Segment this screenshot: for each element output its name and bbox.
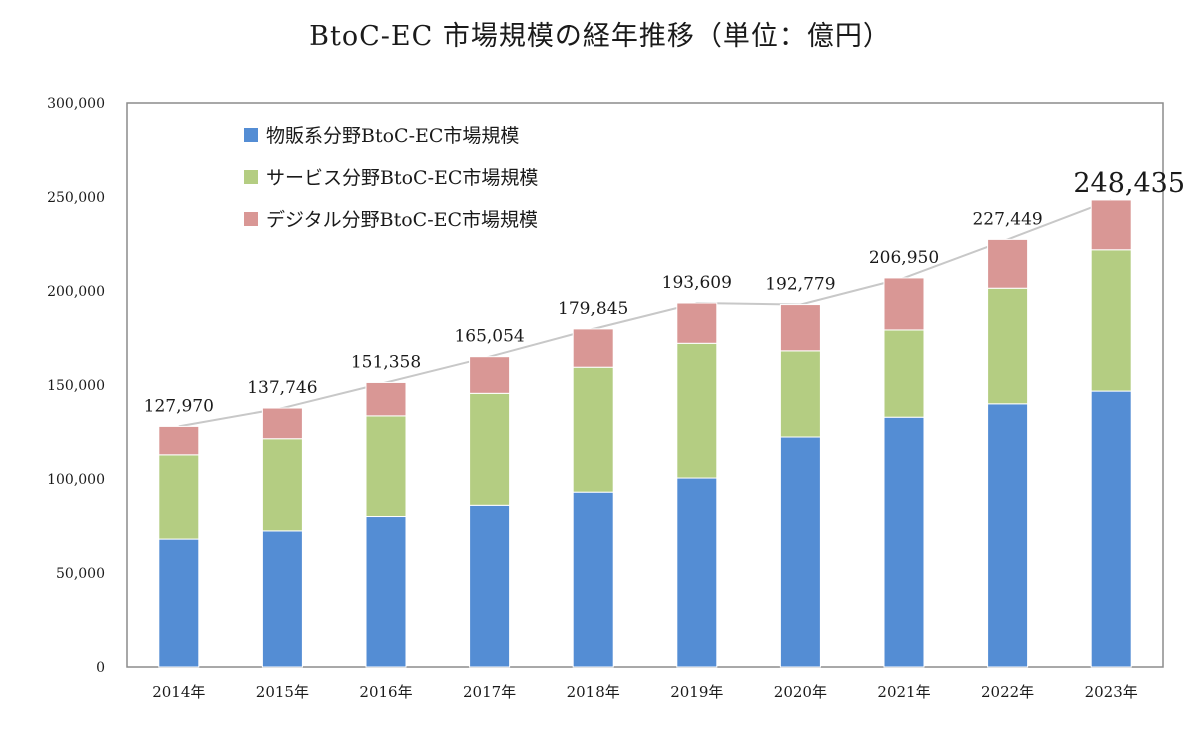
- x-category-label: 2016年: [359, 683, 412, 701]
- bar-segment: [365, 415, 407, 518]
- bar-segment: [469, 392, 511, 506]
- bar-segment: [261, 407, 303, 440]
- bar-segment: [572, 491, 614, 668]
- bar-segment: [676, 477, 718, 668]
- x-category-label: 2015年: [256, 683, 309, 701]
- bar-segment: [572, 328, 614, 368]
- y-tick-label: 200,000: [47, 284, 105, 300]
- bar-segment: [261, 530, 303, 668]
- bar-segment: [987, 287, 1029, 405]
- x-category-label: 2021年: [877, 683, 930, 701]
- bar-segment: [883, 416, 925, 668]
- y-tick-label: 100,000: [47, 472, 105, 488]
- x-category-label: 2019年: [670, 683, 723, 701]
- x-category-label: 2022年: [981, 683, 1034, 701]
- labels-layer: 0 50,000 100,000 150,000 200,000 250,000 300,0…: [47, 96, 1185, 701]
- bar-segment: [1090, 249, 1132, 392]
- total-value-label: 193,609: [662, 273, 732, 293]
- x-category-label: 2023年: [1085, 683, 1138, 701]
- bar-segment: [676, 342, 718, 479]
- y-tick-label: 300,000: [47, 96, 105, 112]
- bar-segment: [261, 438, 303, 532]
- bar-segment: [779, 350, 821, 438]
- bar-segment: [365, 516, 407, 668]
- total-value-label: 127,970: [144, 396, 214, 416]
- bars-layer: [158, 199, 1132, 668]
- bar-segment: [987, 403, 1029, 668]
- bar-segment: [883, 277, 925, 331]
- bar-segment: [779, 304, 821, 352]
- bar-segment: [1090, 390, 1132, 668]
- plot-area-frame: [126, 102, 1164, 668]
- total-value-label: 179,845: [558, 299, 628, 319]
- bar-segment: [779, 436, 821, 668]
- total-value-label: 248,435: [1073, 168, 1185, 199]
- bar-segment: [158, 454, 200, 540]
- x-category-label: 2014年: [152, 683, 205, 701]
- chart-title: BtoC-EC 市場規模の経年推移（単位：億円）: [309, 21, 891, 52]
- bar-segment: [158, 538, 200, 668]
- total-value-label: 206,950: [869, 248, 939, 268]
- bar-segment: [987, 238, 1029, 289]
- legend-label: デジタル分野BtoC-EC市場規模: [266, 209, 538, 231]
- total-value-label: 227,449: [972, 209, 1042, 229]
- bar-segment: [883, 329, 925, 418]
- x-category-label: 2020年: [774, 683, 827, 701]
- legend-swatch: [244, 128, 258, 142]
- legend-label: 物販系分野BtoC-EC市場規模: [266, 125, 519, 147]
- bar-segment: [572, 366, 614, 493]
- bar-segment: [158, 425, 200, 456]
- legend-swatch: [244, 170, 258, 184]
- total-value-label: 165,054: [454, 327, 524, 347]
- total-trend-layer: [178, 199, 1112, 428]
- bar-segment: [365, 381, 407, 417]
- y-tick-label: 50,000: [56, 566, 105, 582]
- y-tick-label: 0: [96, 660, 105, 676]
- legend-swatch: [244, 212, 258, 226]
- legend-label: サービス分野BtoC-EC市場規模: [266, 167, 538, 189]
- y-tick-label: 250,000: [47, 190, 105, 206]
- total-value-label: 192,779: [765, 275, 835, 295]
- bar-segment: [469, 504, 511, 668]
- total-trend-line: [178, 199, 1112, 428]
- x-category-label: 2018年: [567, 683, 620, 701]
- total-value-label: 151,358: [351, 352, 421, 372]
- bar-segment: [1090, 199, 1132, 251]
- total-value-label: 137,746: [247, 378, 317, 398]
- bar-segment: [676, 302, 718, 344]
- y-tick-label: 150,000: [47, 378, 105, 394]
- bar-segment: [469, 356, 511, 394]
- x-category-label: 2017年: [463, 683, 516, 701]
- legend: 物販系分野BtoC-EC市場規模サービス分野BtoC-EC市場規模デジタル分野B…: [244, 125, 538, 231]
